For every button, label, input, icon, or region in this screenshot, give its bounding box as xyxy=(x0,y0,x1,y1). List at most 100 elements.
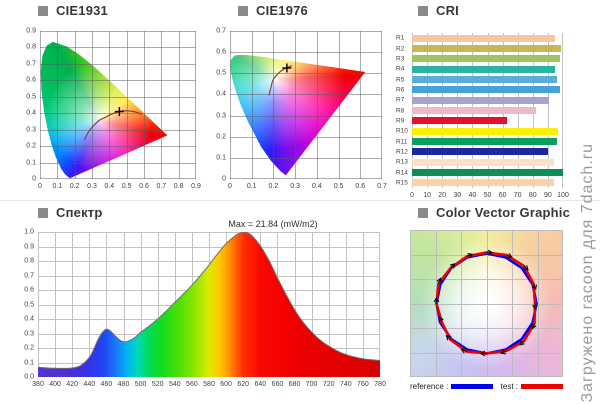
cie1931-title-row: CIE1931 xyxy=(38,3,108,18)
cri-category-label: R3 xyxy=(396,55,405,63)
cie1931-x-tick: 0.6 xyxy=(139,183,149,190)
cvg-title: Color Vector Graphic xyxy=(436,205,571,220)
cri-title-row: CRI xyxy=(418,3,459,18)
cri-category-label: R15 xyxy=(396,179,408,187)
cri-x-tick: 100 xyxy=(557,192,569,199)
spectrum-x-tick: 660 xyxy=(271,381,284,388)
spectrum-x-tick: 620 xyxy=(237,381,250,388)
spectrum-x-tick: 460 xyxy=(100,381,113,388)
spectrum-x-tick: 760 xyxy=(357,381,369,388)
square-bullet-icon xyxy=(418,5,428,16)
cie1931-chart xyxy=(40,31,196,179)
spectrum-x-tick: 700 xyxy=(305,381,318,388)
cie1931-y-tick: 0.4 xyxy=(26,109,36,117)
cri-title: CRI xyxy=(436,3,459,18)
cri-x-tick: 70 xyxy=(513,192,522,199)
cri-category-label: R14 xyxy=(396,169,408,176)
cri-category-label: R11 xyxy=(396,138,408,145)
cie1931-y-tick: 0.7 xyxy=(26,60,36,68)
cie1976-x-tick: 0.3 xyxy=(290,183,301,190)
cri-x-tick: 40 xyxy=(468,192,477,199)
spectrum-y-tick: 0.9 xyxy=(24,243,34,250)
spectrum-y-tick: 0.1 xyxy=(24,359,34,366)
cie1976-title-row: CIE1976 xyxy=(238,3,308,18)
spectrum-x-tick: 480 xyxy=(117,381,130,388)
cri-x-tick: 30 xyxy=(453,192,462,199)
spectrum-title-row: Спектр xyxy=(38,205,102,220)
cvg-title-row: Color Vector Graphic xyxy=(418,205,570,220)
cri-bar-R7 xyxy=(412,96,550,104)
cri-category-label: R1 xyxy=(396,34,405,42)
cie1931-y-tick: 0.2 xyxy=(26,142,36,150)
cri-category-label: R10 xyxy=(396,127,408,135)
cri-category-label: R8 xyxy=(396,107,405,114)
cie1976-y-tick: 0.3 xyxy=(216,112,226,120)
cri-x-tick: 0 xyxy=(410,192,414,199)
cri-category-label: R5 xyxy=(396,76,405,83)
cie1931-x-tick: 0.8 xyxy=(173,183,184,190)
cri-category-label: R13 xyxy=(396,158,408,166)
spectrum-x-tick: 680 xyxy=(288,381,301,388)
spectrum-x-tick: 600 xyxy=(220,381,232,388)
cie1976-y-tick: 0.6 xyxy=(216,48,226,56)
cri-bar-R12 xyxy=(412,148,548,156)
spectrum-x-tick: 440 xyxy=(83,381,96,388)
cie1931-title: CIE1931 xyxy=(56,3,108,18)
cri-bar-R2 xyxy=(412,45,562,52)
cri-category-label: R9 xyxy=(396,117,405,125)
cie1931-y-tick: 0.1 xyxy=(26,159,36,167)
cri-category-label: R12 xyxy=(396,148,408,156)
reference-color-swatch xyxy=(451,383,494,389)
spectrum-y-tick: 0.5 xyxy=(24,301,34,308)
test-legend-label: test : xyxy=(500,381,518,391)
cie1976-y-tick: 0.7 xyxy=(216,27,226,35)
cie1976-x-tick: 0.7 xyxy=(377,183,387,190)
cri-bar-R3 xyxy=(412,55,560,63)
test-color-swatch xyxy=(521,383,563,389)
spectrum-y-tick: 0.6 xyxy=(24,286,34,294)
cri-bar-R8 xyxy=(412,107,536,114)
cie1931-y-tick: 0.6 xyxy=(26,76,36,84)
spectrum-x-tick: 640 xyxy=(254,381,267,388)
square-bullet-icon xyxy=(418,207,428,218)
cri-category-label: R6 xyxy=(396,86,405,94)
spectrum-y-tick: 1.0 xyxy=(24,228,34,236)
cie1976-y-tick: 0.2 xyxy=(216,133,226,141)
spectrum-title: Спектр xyxy=(56,205,103,220)
cri-bar-R9 xyxy=(412,117,508,125)
cie1976-y-tick: 0.1 xyxy=(216,154,226,162)
spectrum-x-tick: 520 xyxy=(151,381,164,388)
cie1976-x-tick: 0.4 xyxy=(311,183,322,190)
cie1976-chart xyxy=(230,31,382,179)
cie1931-y-tick: 0.5 xyxy=(26,93,36,101)
cri-bar-R1 xyxy=(412,34,556,42)
spectrum-x-tick: 560 xyxy=(186,381,198,388)
cri-x-tick: 60 xyxy=(498,192,507,199)
spectrum-chart xyxy=(38,232,380,377)
cri-x-tick: 10 xyxy=(423,192,431,199)
section-divider xyxy=(0,200,600,201)
spectrum-y-tick: 0.8 xyxy=(24,257,34,265)
cri-x-tick: 90 xyxy=(543,192,552,199)
cie1931-x-tick: 0.3 xyxy=(87,183,97,190)
watermark-text: Загружено racoon для 7dach.ru xyxy=(579,142,596,403)
cie1976-x-tick: 0.5 xyxy=(333,183,344,190)
cri-bar-R11 xyxy=(412,138,557,145)
cri-bar-R5 xyxy=(412,76,557,83)
cie1976-y-tick: 0 xyxy=(222,175,226,183)
cie1931-x-tick: 0.4 xyxy=(104,183,115,190)
cie1976-title: CIE1976 xyxy=(256,3,308,18)
cri-x-tick: 80 xyxy=(528,192,537,199)
square-bullet-icon xyxy=(38,5,48,16)
cie1976-x-tick: 0 xyxy=(228,183,232,190)
cri-x-tick: 50 xyxy=(483,192,492,199)
spectrum-y-tick: 0.7 xyxy=(24,272,34,279)
spectrum-y-tick: 0.0 xyxy=(24,373,34,381)
cie1931-x-tick: 0.7 xyxy=(156,183,167,190)
cie1931-y-tick: 0.3 xyxy=(26,126,36,134)
square-bullet-icon xyxy=(38,207,48,218)
cie1931-x-tick: 0.9 xyxy=(191,183,201,190)
spectrum-y-tick: 0.4 xyxy=(24,315,34,323)
square-bullet-icon xyxy=(238,5,248,16)
